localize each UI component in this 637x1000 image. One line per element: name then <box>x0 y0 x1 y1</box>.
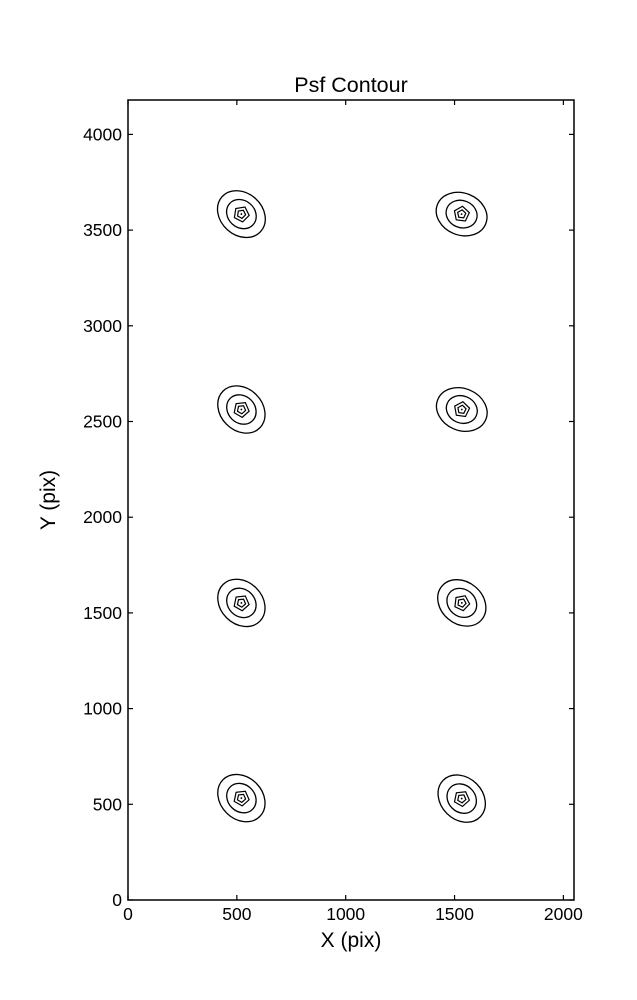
svg-text:0: 0 <box>123 904 133 924</box>
svg-text:1000: 1000 <box>326 904 365 924</box>
svg-text:1500: 1500 <box>83 603 122 623</box>
svg-text:1500: 1500 <box>435 904 474 924</box>
svg-text:Y (pix): Y (pix) <box>37 470 60 530</box>
svg-text:3500: 3500 <box>83 220 122 240</box>
svg-text:Psf Contour: Psf Contour <box>294 73 408 97</box>
svg-text:500: 500 <box>222 904 251 924</box>
svg-text:2000: 2000 <box>544 904 583 924</box>
svg-text:2500: 2500 <box>83 412 122 432</box>
svg-text:1000: 1000 <box>83 699 122 719</box>
svg-text:0: 0 <box>112 890 122 910</box>
svg-text:X (pix): X (pix) <box>321 929 382 952</box>
svg-text:3000: 3000 <box>83 316 122 336</box>
svg-text:2000: 2000 <box>83 507 122 527</box>
svg-text:500: 500 <box>93 794 122 814</box>
svg-text:4000: 4000 <box>83 124 122 144</box>
